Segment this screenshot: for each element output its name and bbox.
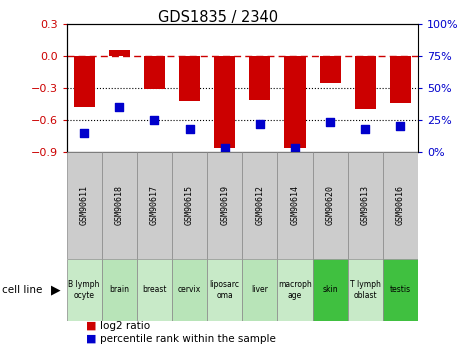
Bar bbox=[320, 56, 341, 83]
Point bbox=[256, 121, 264, 127]
Bar bbox=[355, 56, 376, 109]
Bar bbox=[172, 152, 207, 259]
Bar bbox=[66, 259, 102, 321]
Bar bbox=[207, 152, 242, 259]
Bar bbox=[207, 259, 242, 321]
Point bbox=[221, 145, 228, 151]
Text: ■: ■ bbox=[86, 334, 96, 344]
Text: ▶: ▶ bbox=[51, 283, 61, 296]
Bar bbox=[348, 152, 383, 259]
Point bbox=[361, 126, 369, 131]
Text: GSM90611: GSM90611 bbox=[80, 185, 88, 225]
Bar bbox=[102, 152, 137, 259]
Text: GSM90616: GSM90616 bbox=[396, 185, 405, 225]
Point bbox=[80, 130, 88, 135]
Bar bbox=[390, 56, 411, 103]
Text: testis: testis bbox=[390, 285, 411, 294]
Bar bbox=[277, 152, 313, 259]
Point bbox=[186, 126, 193, 131]
Bar bbox=[313, 259, 348, 321]
Text: liver: liver bbox=[251, 285, 268, 294]
Bar bbox=[383, 152, 418, 259]
Bar bbox=[74, 56, 95, 107]
Text: GSM90615: GSM90615 bbox=[185, 185, 194, 225]
Bar bbox=[242, 259, 277, 321]
Text: liposarc
oma: liposarc oma bbox=[209, 280, 240, 299]
Bar bbox=[242, 152, 277, 259]
Text: GSM90617: GSM90617 bbox=[150, 185, 159, 225]
Point bbox=[397, 124, 404, 129]
Bar bbox=[109, 50, 130, 56]
Text: log2 ratio: log2 ratio bbox=[100, 321, 150, 331]
Bar bbox=[66, 152, 102, 259]
Point bbox=[326, 120, 334, 125]
Text: skin: skin bbox=[323, 285, 338, 294]
Text: B lymph
ocyte: B lymph ocyte bbox=[68, 280, 100, 299]
Point bbox=[291, 145, 299, 151]
Text: GSM90613: GSM90613 bbox=[361, 185, 370, 225]
Bar bbox=[137, 259, 172, 321]
Text: macroph
age: macroph age bbox=[278, 280, 312, 299]
Text: ■: ■ bbox=[86, 321, 96, 331]
Bar bbox=[249, 56, 270, 100]
Bar bbox=[277, 259, 313, 321]
Text: cervix: cervix bbox=[178, 285, 201, 294]
Text: brain: brain bbox=[109, 285, 129, 294]
Point bbox=[115, 104, 123, 110]
Bar bbox=[285, 56, 305, 148]
Bar bbox=[348, 259, 383, 321]
Text: percentile rank within the sample: percentile rank within the sample bbox=[100, 334, 276, 344]
Bar bbox=[383, 259, 418, 321]
Text: GSM90619: GSM90619 bbox=[220, 185, 229, 225]
Point bbox=[151, 117, 158, 123]
Text: GSM90614: GSM90614 bbox=[291, 185, 299, 225]
Text: breast: breast bbox=[142, 285, 167, 294]
Text: GSM90620: GSM90620 bbox=[326, 185, 334, 225]
Bar bbox=[144, 56, 165, 89]
Bar bbox=[137, 152, 172, 259]
Bar bbox=[313, 152, 348, 259]
Bar bbox=[214, 56, 235, 148]
Text: GSM90618: GSM90618 bbox=[115, 185, 124, 225]
Bar bbox=[179, 56, 200, 101]
Bar bbox=[172, 259, 207, 321]
Text: T lymph
oblast: T lymph oblast bbox=[350, 280, 380, 299]
Bar bbox=[102, 259, 137, 321]
Text: cell line: cell line bbox=[2, 285, 43, 295]
Text: GSM90612: GSM90612 bbox=[256, 185, 264, 225]
Text: GDS1835 / 2340: GDS1835 / 2340 bbox=[159, 10, 278, 25]
